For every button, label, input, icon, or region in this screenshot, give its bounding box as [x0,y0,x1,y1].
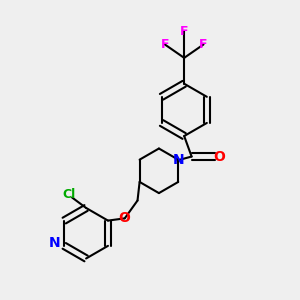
Text: N: N [49,236,60,250]
Text: F: F [160,38,169,51]
Text: N: N [172,153,184,167]
Text: Cl: Cl [62,188,76,201]
Text: F: F [199,38,208,51]
Text: O: O [214,149,226,164]
Text: O: O [118,212,130,225]
Text: F: F [180,25,188,38]
